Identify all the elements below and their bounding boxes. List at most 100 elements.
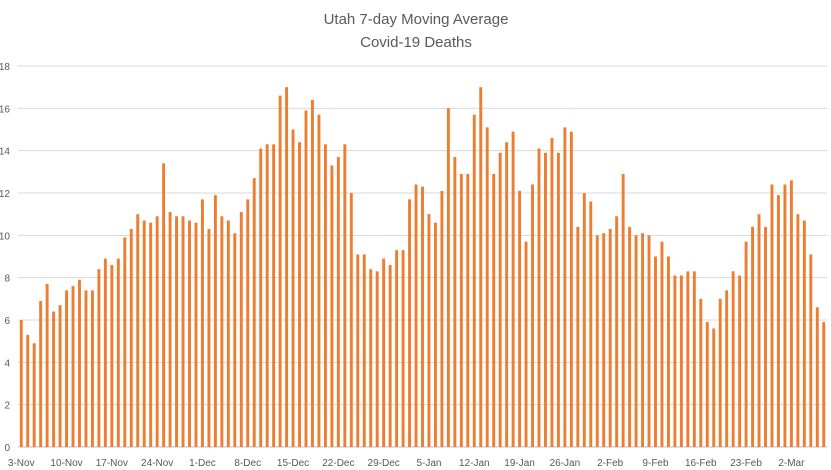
x-tick-label: 29-Dec: [368, 458, 400, 469]
bar: [641, 233, 645, 447]
x-tick-label: 10-Nov: [50, 458, 82, 469]
bar: [97, 269, 101, 447]
bar: [311, 99, 314, 447]
bar: [382, 258, 386, 447]
bar: [712, 328, 716, 447]
bar: [213, 195, 217, 447]
bar: [802, 220, 806, 447]
bar: [349, 193, 353, 447]
bar: [142, 220, 146, 447]
bar: [744, 241, 748, 447]
bar: [427, 214, 431, 447]
bar: [259, 148, 263, 448]
bar: [498, 152, 502, 448]
bar: [298, 142, 301, 447]
bar: [602, 233, 606, 447]
bar: [634, 235, 638, 447]
bar: [343, 144, 347, 448]
x-tick-label: 16-Feb: [685, 458, 717, 469]
bar: [414, 184, 418, 448]
bar: [84, 290, 88, 447]
bar: [336, 157, 340, 447]
bar: [608, 228, 612, 447]
bar: [576, 226, 580, 447]
bar: [783, 184, 787, 448]
bar: [239, 212, 243, 447]
bars: [19, 87, 826, 448]
x-tick-label: 19-Jan: [504, 458, 535, 469]
bar: [479, 87, 483, 448]
bar: [188, 220, 191, 447]
bar: [19, 320, 23, 447]
y-tick-label: 10: [0, 231, 10, 242]
bar: [518, 190, 522, 447]
x-tick-label: 5-Jan: [416, 458, 441, 469]
bar: [200, 199, 204, 447]
bar: [796, 214, 800, 447]
y-tick-label: 18: [0, 62, 10, 73]
bar: [181, 216, 185, 447]
bar: [582, 193, 586, 447]
bar: [123, 237, 127, 447]
bar: [822, 322, 826, 447]
bar: [569, 131, 573, 447]
x-tick-label: 3-Nov: [8, 458, 35, 469]
bar: [26, 334, 30, 447]
bar: [272, 144, 276, 448]
bar: [751, 226, 755, 447]
x-tick-label: 23-Feb: [730, 458, 762, 469]
bar: [654, 256, 657, 447]
bar: [595, 235, 599, 447]
bar: [563, 127, 567, 447]
bar: [149, 222, 153, 447]
y-tick-label: 0: [4, 443, 10, 454]
bar: [168, 212, 172, 447]
y-tick-label: 12: [0, 189, 10, 200]
bar: [45, 284, 49, 447]
bar: [459, 173, 463, 447]
bar: [246, 199, 250, 447]
y-tick-label: 16: [0, 104, 10, 115]
bar: [757, 214, 761, 447]
y-tick-label: 2: [4, 401, 10, 412]
bar: [472, 114, 476, 447]
bar: [78, 279, 81, 447]
bar: [725, 290, 729, 447]
bar: [433, 222, 437, 447]
y-tick-label: 6: [4, 316, 10, 327]
bar: [692, 271, 696, 447]
x-tick-label: 9-Feb: [642, 458, 669, 469]
bar: [155, 216, 159, 447]
bar: [375, 271, 379, 447]
bar: [705, 322, 709, 447]
y-axis: 0 2 4 6 8 10 12 14 16 18: [0, 62, 10, 454]
bar: [673, 275, 677, 447]
bar: [789, 180, 793, 448]
bar: [103, 258, 107, 447]
bar: [162, 163, 166, 447]
bar: [401, 250, 405, 447]
bar: [110, 264, 114, 447]
bar: [777, 195, 780, 447]
bar: [485, 127, 489, 447]
x-tick-label: 22-Dec: [322, 458, 354, 469]
x-tick-label: 17-Nov: [96, 458, 128, 469]
bar: [492, 173, 496, 447]
bar: [589, 201, 593, 447]
bar: [194, 222, 198, 447]
bar: [628, 226, 632, 447]
x-axis: 3-Nov 10-Nov 17-Nov 24-Nov 1-Dec 8-Dec 15-Dec 2…: [8, 458, 805, 469]
bar: [679, 275, 683, 447]
bar: [52, 311, 56, 447]
bar: [265, 144, 269, 448]
bar: [116, 258, 120, 447]
bar: [291, 129, 295, 447]
bar: [304, 110, 308, 447]
bar: [660, 241, 664, 447]
bar: [388, 264, 392, 447]
y-tick-label: 14: [0, 147, 10, 158]
bar: [408, 199, 412, 447]
bar: [285, 87, 289, 448]
bar: [362, 254, 366, 447]
x-tick-label: 8-Dec: [234, 458, 261, 469]
